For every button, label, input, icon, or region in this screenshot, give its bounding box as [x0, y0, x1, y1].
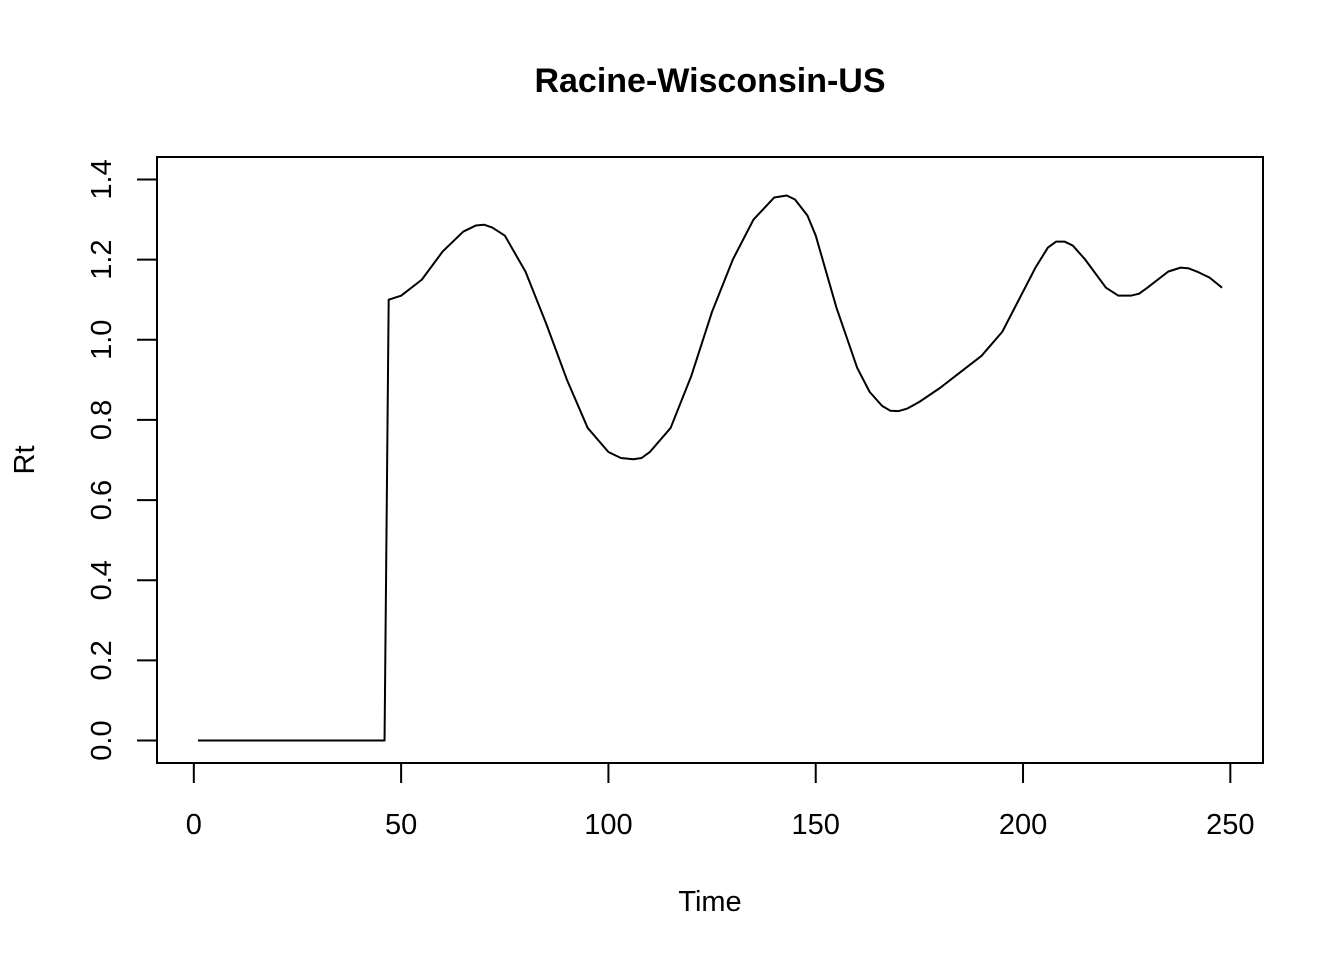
y-tick-label: 1.2	[86, 239, 118, 279]
y-tick-label: 0.6	[86, 480, 118, 520]
series-line-0	[197, 194, 1223, 742]
y-axis: 0.0 0.2 0.4 0.6 0.8 1.0 1.2 1.4	[86, 159, 158, 761]
x-axis: 0 50 100 150 200 250	[186, 762, 1255, 841]
plot-frame	[156, 156, 1264, 764]
chart-title: Racine-Wisconsin-US	[534, 62, 885, 100]
y-tick-label: 0.2	[86, 640, 118, 680]
y-tick-label: 0.4	[86, 560, 118, 600]
y-tick-label: 1.0	[86, 320, 118, 360]
x-tick-label: 200	[999, 809, 1047, 841]
x-tick-label: 100	[584, 809, 632, 841]
y-tick-label: 1.4	[86, 159, 118, 199]
y-axis-label: Rt	[9, 446, 41, 475]
x-axis-label: Time	[678, 886, 741, 918]
x-tick-label: 50	[385, 809, 417, 841]
y-tick-label: 0.8	[86, 400, 118, 440]
series-layer	[197, 194, 1223, 742]
y-tick-label: 0.0	[86, 720, 118, 760]
x-tick-label: 150	[792, 809, 840, 841]
x-tick-label: 0	[186, 809, 202, 841]
x-tick-label: 250	[1206, 809, 1254, 841]
